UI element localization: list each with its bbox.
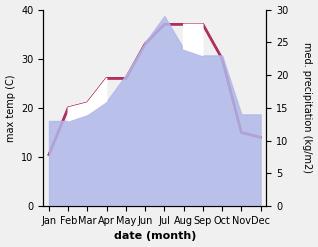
- X-axis label: date (month): date (month): [114, 231, 196, 242]
- Y-axis label: max temp (C): max temp (C): [5, 74, 16, 142]
- Y-axis label: med. precipitation (kg/m2): med. precipitation (kg/m2): [302, 42, 313, 173]
